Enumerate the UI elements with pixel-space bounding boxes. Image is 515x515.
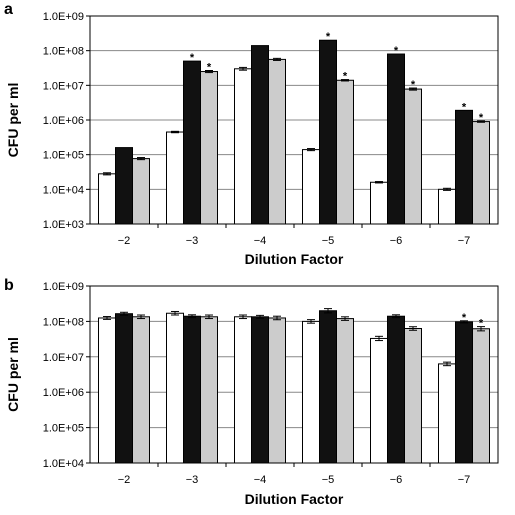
y-tick-label: 1.0E+08 [43,46,84,58]
bar-b-3-2 [336,318,354,464]
bar-a-5-0 [438,188,456,225]
significance-star: * [411,79,416,91]
bar-a-1-0 [166,131,184,225]
significance-star: * [479,318,484,330]
bar-b-1-0 [166,312,184,464]
y-tick-label: 1.0E+06 [43,387,84,399]
bar-b-3-0 [302,320,320,464]
y-axis-title: CFU per ml [5,337,21,412]
bar-a-0-2 [132,158,150,225]
bar-b-5-0 [438,363,456,464]
y-tick-label: 1.0E+05 [43,150,84,162]
bar-b-4-1 [387,315,405,464]
significance-star: * [326,31,331,43]
significance-star: * [394,45,399,57]
bar-b-0-1 [115,313,133,464]
bar-b-4-0 [370,337,388,464]
y-tick-label: 1.0E+07 [43,80,84,92]
plot-frame-b [89,285,499,464]
bar-a-2-2 [268,58,286,225]
significance-star: * [462,312,467,324]
x-tick-label: −7 [458,474,471,486]
bar-a-2-1 [251,45,269,225]
y-tick-label: 1.0E+07 [43,352,84,364]
x-tick-label: −4 [254,474,267,486]
significance-star: * [462,101,467,113]
significance-star: * [190,52,195,64]
significance-star: * [343,71,348,83]
bar-b-2-2 [268,317,286,464]
x-tick-label: −3 [186,474,199,486]
bar-b-5-2 [472,328,490,464]
bar-a-4-2 [404,88,422,225]
bar-a-3-0 [302,149,320,225]
bar-a-3-2 [336,79,354,225]
x-tick-label: −6 [390,474,403,486]
x-tick-label: −3 [186,235,199,247]
x-axis-title: Dilution Factor [245,251,344,267]
x-tick-label: −5 [322,474,335,486]
x-tick-label: −6 [390,235,403,247]
bar-a-3-1 [319,39,337,225]
bar-a-5-1 [455,109,473,225]
x-tick-label: −2 [118,474,131,486]
y-tick-label: 1.0E+08 [43,316,84,328]
x-axis-title: Dilution Factor [245,491,344,507]
y-tick-label: 1.0E+06 [43,115,84,127]
bar-a-2-0 [234,68,252,225]
y-tick-label: 1.0E+09 [43,281,84,293]
bar-a-1-2 [200,71,218,225]
x-tick-label: −2 [118,235,131,247]
bar-a-5-2 [472,121,490,225]
bar-b-0-0 [98,317,116,464]
x-tick-label: −5 [322,235,335,247]
bar-b-2-0 [234,316,252,464]
bar-b-1-1 [183,315,201,464]
bar-b-2-1 [251,316,269,464]
bar-a-1-1 [183,60,201,225]
y-tick-label: 1.0E+04 [43,458,84,470]
bar-a-4-1 [387,53,405,225]
bar-a-0-0 [98,173,116,225]
y-tick-label: 1.0E+09 [43,11,84,23]
bar-a-4-0 [370,181,388,225]
y-axis-title: CFU per ml [5,83,21,158]
bar-b-1-2 [200,316,218,464]
significance-star: * [207,61,212,73]
x-tick-label: −4 [254,235,267,247]
bar-b-3-1 [319,310,337,464]
panel-label: b [4,277,14,294]
y-tick-label: 1.0E+04 [43,184,84,196]
y-tick-label: 1.0E+05 [43,423,84,435]
bar-b-4-2 [404,328,422,464]
bar-a-0-1 [115,147,133,225]
bar-b-0-2 [132,316,150,464]
x-tick-label: −7 [458,235,471,247]
y-tick-label: 1.0E+03 [43,219,84,231]
significance-star: * [479,112,484,124]
bar-b-5-1 [455,321,473,464]
panel-label: a [4,1,13,18]
